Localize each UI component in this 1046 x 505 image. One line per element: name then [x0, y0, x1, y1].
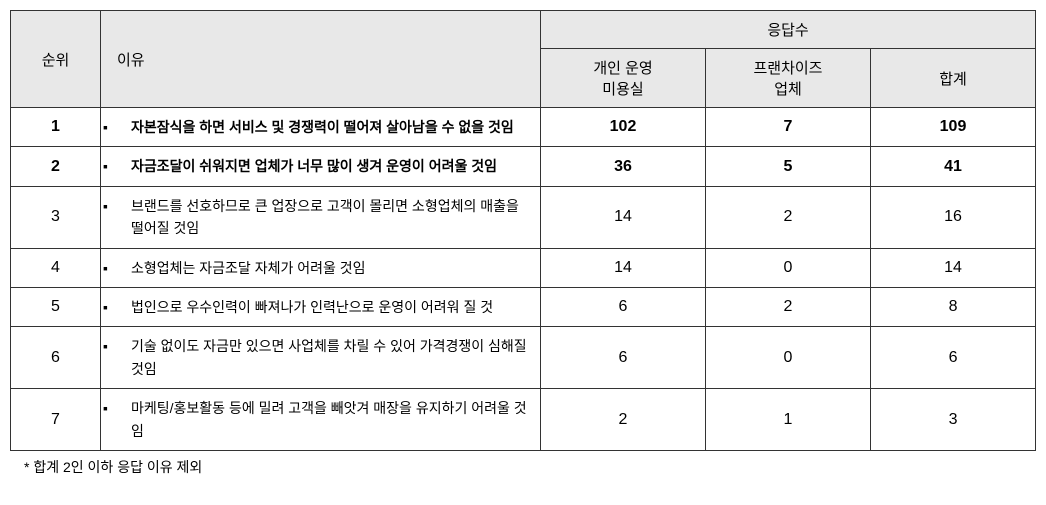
rank-cell: 5: [11, 287, 101, 326]
reason-text: 자본잠식을 하면 서비스 및 경쟁력이 떨어져 살아남을 수 없을 것임: [131, 119, 514, 135]
value-cell: 14: [541, 248, 706, 287]
value-cell: 14: [871, 248, 1036, 287]
reason-text: 법인으로 우수인력이 빠져나가 인력난으로 운영이 어려워 질 것: [131, 299, 493, 315]
reason-cell: ▪자본잠식을 하면 서비스 및 경쟁력이 떨어져 살아남을 수 없을 것임: [101, 108, 541, 147]
header-responses: 응답수: [541, 11, 1036, 49]
value-cell: 8: [871, 287, 1036, 326]
value-cell: 6: [541, 287, 706, 326]
rank-cell: 7: [11, 389, 101, 451]
table-body: 1▪자본잠식을 하면 서비스 및 경쟁력이 떨어져 살아남을 수 없을 것임10…: [11, 108, 1036, 451]
value-cell: 41: [871, 147, 1036, 186]
bullet-icon: ▪: [117, 296, 131, 318]
survey-table: 순위 이유 응답수 개인 운영미용실 프랜차이즈업체 합계 1▪자본잠식을 하면…: [10, 10, 1036, 451]
table-row: 7▪마케팅/홍보활동 등에 밀려 고객을 빼앗겨 매장을 유지하기 어려울 것임…: [11, 389, 1036, 451]
header-reason: 이유: [101, 11, 541, 108]
reason-cell: ▪마케팅/홍보활동 등에 밀려 고객을 빼앗겨 매장을 유지하기 어려울 것임: [101, 389, 541, 451]
value-cell: 109: [871, 108, 1036, 147]
bullet-icon: ▪: [117, 116, 131, 138]
table-footnote: * 합계 2인 이하 응답 이유 제외: [24, 457, 1036, 477]
value-cell: 0: [706, 327, 871, 389]
value-cell: 2: [706, 287, 871, 326]
table-row: 3▪브랜드를 선호하므로 큰 업장으로 고객이 몰리면 소형업체의 매출을 떨어…: [11, 186, 1036, 248]
rank-cell: 4: [11, 248, 101, 287]
bullet-icon: ▪: [117, 195, 131, 217]
rank-cell: 3: [11, 186, 101, 248]
reason-cell: ▪법인으로 우수인력이 빠져나가 인력난으로 운영이 어려워 질 것: [101, 287, 541, 326]
table-row: 6▪기술 없이도 자금만 있으면 사업체를 차릴 수 있어 가격경쟁이 심해질 …: [11, 327, 1036, 389]
rank-cell: 2: [11, 147, 101, 186]
value-cell: 3: [871, 389, 1036, 451]
value-cell: 102: [541, 108, 706, 147]
bullet-icon: ▪: [117, 257, 131, 279]
table-row: 1▪자본잠식을 하면 서비스 및 경쟁력이 떨어져 살아남을 수 없을 것임10…: [11, 108, 1036, 147]
value-cell: 2: [706, 186, 871, 248]
reason-cell: ▪기술 없이도 자금만 있으면 사업체를 차릴 수 있어 가격경쟁이 심해질 것…: [101, 327, 541, 389]
value-cell: 6: [871, 327, 1036, 389]
table-row: 5▪법인으로 우수인력이 빠져나가 인력난으로 운영이 어려워 질 것628: [11, 287, 1036, 326]
reason-text: 기술 없이도 자금만 있으면 사업체를 차릴 수 있어 가격경쟁이 심해질 것임: [131, 338, 527, 376]
header-col1: 개인 운영미용실: [541, 49, 706, 108]
reason-text: 자금조달이 쉬워지면 업체가 너무 많이 생겨 운영이 어려울 것임: [131, 158, 497, 174]
table-row: 2▪자금조달이 쉬워지면 업체가 너무 많이 생겨 운영이 어려울 것임3654…: [11, 147, 1036, 186]
value-cell: 1: [706, 389, 871, 451]
value-cell: 16: [871, 186, 1036, 248]
bullet-icon: ▪: [117, 335, 131, 357]
bullet-icon: ▪: [117, 155, 131, 177]
reason-text: 마케팅/홍보활동 등에 밀려 고객을 빼앗겨 매장을 유지하기 어려울 것임: [131, 400, 527, 438]
value-cell: 6: [541, 327, 706, 389]
value-cell: 36: [541, 147, 706, 186]
reason-cell: ▪브랜드를 선호하므로 큰 업장으로 고객이 몰리면 소형업체의 매출을 떨어질…: [101, 186, 541, 248]
table-row: 4▪소형업체는 자금조달 자체가 어려울 것임14014: [11, 248, 1036, 287]
value-cell: 14: [541, 186, 706, 248]
bullet-icon: ▪: [117, 397, 131, 419]
rank-cell: 6: [11, 327, 101, 389]
value-cell: 0: [706, 248, 871, 287]
header-col2: 프랜차이즈업체: [706, 49, 871, 108]
reason-cell: ▪자금조달이 쉬워지면 업체가 너무 많이 생겨 운영이 어려울 것임: [101, 147, 541, 186]
value-cell: 7: [706, 108, 871, 147]
reason-text: 브랜드를 선호하므로 큰 업장으로 고객이 몰리면 소형업체의 매출을 떨어질 …: [131, 198, 519, 236]
header-col3: 합계: [871, 49, 1036, 108]
value-cell: 2: [541, 389, 706, 451]
value-cell: 5: [706, 147, 871, 186]
reason-cell: ▪소형업체는 자금조달 자체가 어려울 것임: [101, 248, 541, 287]
header-rank: 순위: [11, 11, 101, 108]
rank-cell: 1: [11, 108, 101, 147]
reason-text: 소형업체는 자금조달 자체가 어려울 것임: [131, 260, 366, 276]
